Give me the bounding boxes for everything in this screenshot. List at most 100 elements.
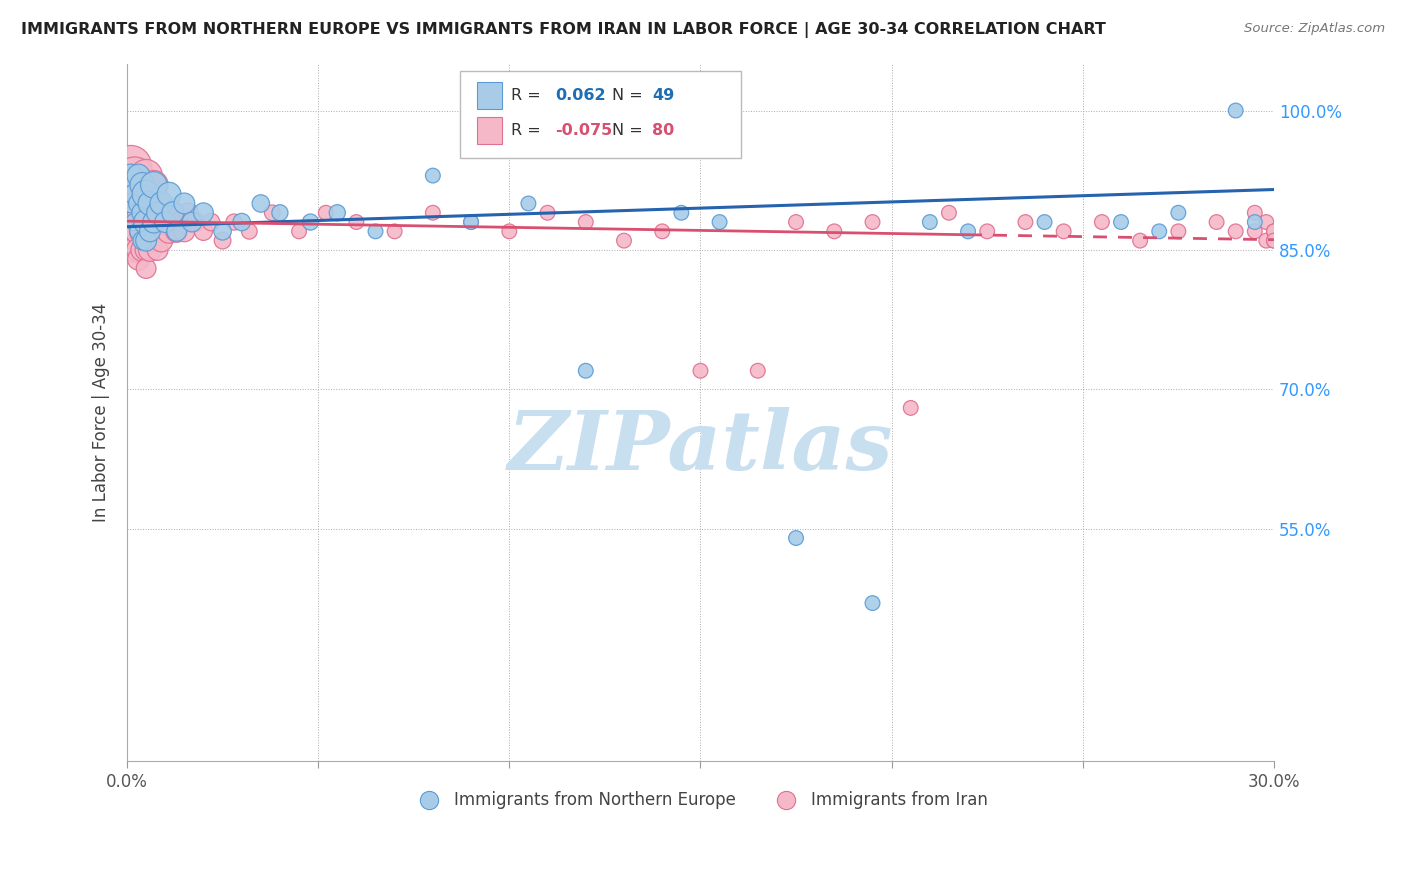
Point [150,234,173,248]
Point [1129,234,1152,248]
FancyBboxPatch shape [460,71,741,158]
Point [139,187,162,202]
Point [422,169,444,183]
Point [1263,234,1285,248]
Point [127,252,149,267]
Point [747,364,769,378]
Text: IMMIGRANTS FROM NORTHERN EUROPE VS IMMIGRANTS FROM IRAN IN LABOR FORCE | AGE 30-: IMMIGRANTS FROM NORTHERN EUROPE VS IMMIG… [21,22,1107,38]
Text: 0.062: 0.062 [555,88,606,103]
Point [689,364,711,378]
Point [315,206,337,220]
Point [162,206,184,220]
Point [862,215,884,229]
Point [142,215,165,229]
Point [127,178,149,192]
Point [135,187,157,202]
Point [146,243,169,257]
Point [1167,206,1189,220]
Point [131,243,153,257]
Point [142,178,165,192]
Text: R =: R = [512,123,546,137]
Point [299,215,322,229]
Point [1167,224,1189,238]
Point [1033,215,1056,229]
Point [124,215,146,229]
Point [120,196,142,211]
Point [785,215,807,229]
Text: Source: ZipAtlas.com: Source: ZipAtlas.com [1244,22,1385,36]
Point [139,243,162,257]
Point [211,224,233,238]
Point [1243,206,1265,220]
Point [139,196,162,211]
Point [460,215,482,229]
Point [124,243,146,257]
Text: -0.075: -0.075 [555,123,612,137]
Point [120,215,142,229]
Point [131,206,153,220]
Point [124,224,146,238]
Point [249,196,271,211]
Point [131,224,153,238]
Point [135,261,157,276]
Point [139,224,162,238]
Point [120,159,142,173]
Point [173,196,195,211]
Point [517,196,540,211]
Point [124,196,146,211]
Point [135,234,157,248]
Point [709,215,731,229]
Point [150,206,173,220]
Point [1091,215,1114,229]
Point [364,224,387,238]
Point [938,206,960,220]
Point [142,234,165,248]
Point [536,206,558,220]
Point [231,215,253,229]
Point [181,215,204,229]
Point [1205,215,1227,229]
Point [131,206,153,220]
Point [498,224,520,238]
Point [120,169,142,183]
Point [651,224,673,238]
Point [127,169,149,183]
Point [127,243,149,257]
Point [1243,215,1265,229]
FancyBboxPatch shape [477,82,502,109]
Point [131,178,153,192]
Point [157,224,180,238]
Point [146,206,169,220]
Point [166,224,188,238]
Point [177,206,200,220]
Point [135,169,157,183]
Point [575,364,598,378]
Point [288,224,311,238]
Point [422,206,444,220]
Point [1263,234,1285,248]
Point [262,206,284,220]
Point [1225,224,1247,238]
Point [1263,224,1285,238]
Point [1256,234,1278,248]
Point [1147,224,1170,238]
Point [135,215,157,229]
Point [384,224,406,238]
Point [1014,215,1036,229]
Point [613,234,636,248]
Point [146,196,169,211]
Y-axis label: In Labor Force | Age 30-34: In Labor Force | Age 30-34 [93,303,110,522]
Point [173,224,195,238]
Point [127,206,149,220]
Point [269,206,291,220]
Point [1053,224,1076,238]
Point [957,224,980,238]
Point [127,224,149,238]
Point [1256,215,1278,229]
Point [124,187,146,202]
Point [671,206,693,220]
Point [785,531,807,545]
Point [127,224,149,238]
Text: 49: 49 [652,88,675,103]
Point [124,169,146,183]
